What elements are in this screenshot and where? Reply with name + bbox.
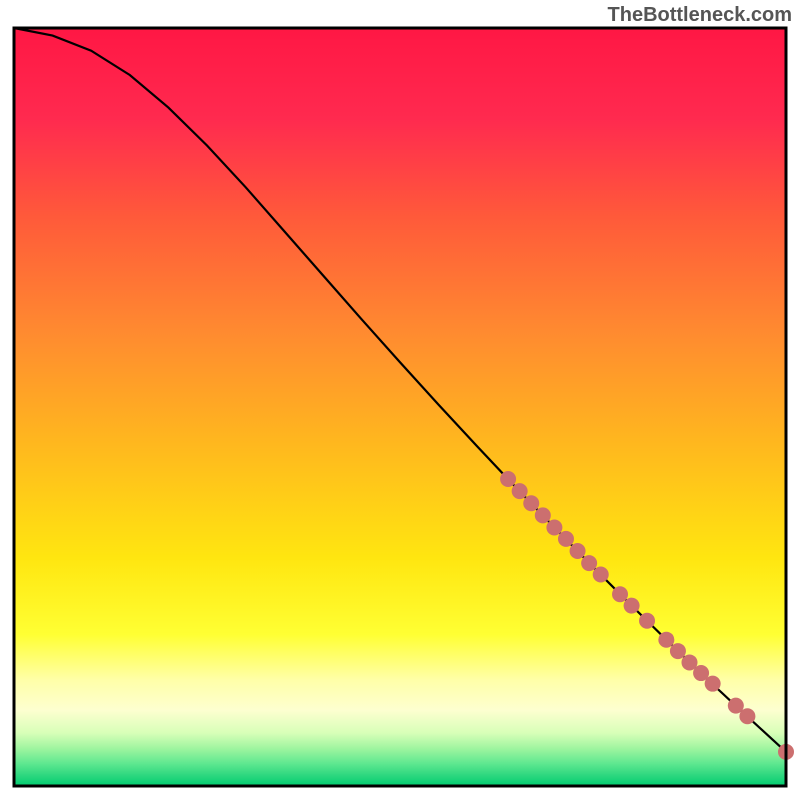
data-marker xyxy=(546,520,562,536)
data-marker xyxy=(670,643,686,659)
plot-frame xyxy=(14,28,786,786)
chart-overlay xyxy=(0,0,800,800)
data-marker xyxy=(612,586,628,602)
data-markers xyxy=(500,471,794,760)
data-marker xyxy=(523,495,539,511)
chart-container: TheBottleneck.com xyxy=(0,0,800,800)
data-marker xyxy=(705,676,721,692)
data-marker xyxy=(593,567,609,583)
data-marker xyxy=(624,598,640,614)
data-marker xyxy=(639,613,655,629)
data-marker xyxy=(512,483,528,499)
data-marker xyxy=(739,708,755,724)
data-marker xyxy=(658,632,674,648)
data-marker xyxy=(570,543,586,559)
data-marker xyxy=(558,531,574,547)
data-marker xyxy=(581,555,597,571)
watermark-label: TheBottleneck.com xyxy=(608,4,792,27)
data-marker xyxy=(500,471,516,487)
data-marker xyxy=(535,507,551,523)
